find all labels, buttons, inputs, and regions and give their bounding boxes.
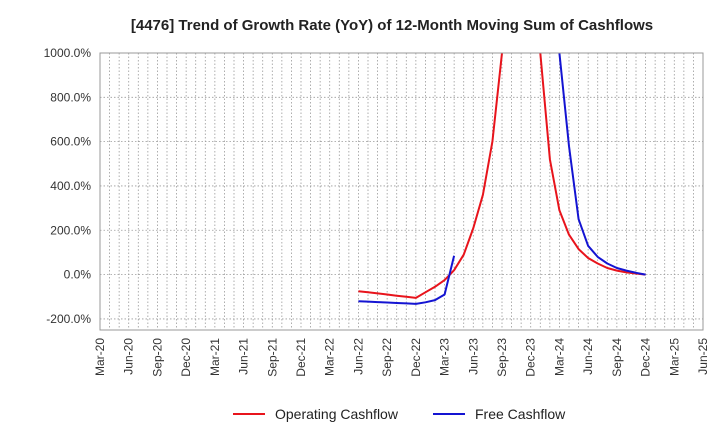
x-tick-label: Sep-20 — [150, 338, 164, 377]
series-lines — [358, 52, 646, 305]
x-tick-label: Dec-20 — [179, 338, 193, 377]
x-tick-label: Sep-22 — [380, 338, 394, 377]
y-tick-label: 400.0% — [50, 179, 91, 193]
x-tick-label: Sep-24 — [610, 338, 624, 377]
x-tick-label: Jun-23 — [466, 338, 480, 375]
plot-frame — [99, 52, 704, 331]
x-tick-label: Mar-24 — [552, 338, 566, 376]
chart-title: [4476] Trend of Growth Rate (YoY) of 12-… — [131, 17, 653, 34]
x-tick-label: Mar-21 — [208, 338, 222, 376]
y-axis-ticks: 1000.0% 800.0% 600.0% 400.0% 200.0% 0.0% -200.… — [44, 46, 92, 326]
x-tick-label: Mar-22 — [323, 338, 337, 376]
grid — [99, 52, 704, 330]
y-tick-label: 0.0% — [64, 268, 92, 282]
legend-label: Free Cashflow — [475, 406, 566, 422]
x-tick-label: Sep-23 — [495, 338, 509, 377]
y-tick-label: 600.0% — [50, 135, 91, 149]
series-line-operating-cashflow — [358, 52, 646, 299]
y-tick-label: -200.0% — [46, 312, 91, 326]
legend: Operating Cashflow Free Cashflow — [233, 406, 566, 422]
x-tick-label: Mar-23 — [438, 338, 452, 376]
x-tick-label: Dec-21 — [294, 338, 308, 377]
x-tick-label: Dec-22 — [409, 338, 423, 377]
x-tick-label: Jun-24 — [581, 338, 595, 375]
x-tick-label: Mar-25 — [667, 338, 681, 376]
y-tick-label: 1000.0% — [44, 46, 92, 60]
legend-label: Operating Cashflow — [275, 406, 399, 422]
series-line-free-cashflow — [358, 52, 646, 305]
x-tick-label: Dec-24 — [639, 338, 653, 377]
x-tick-label: Dec-23 — [524, 338, 538, 377]
y-tick-label: 200.0% — [50, 223, 91, 237]
x-axis-ticks: Mar-20 Jun-20 Sep-20 Dec-20 Mar-21 Jun-21 Sep-… — [93, 338, 710, 377]
x-tick-label: Jun-21 — [237, 338, 251, 375]
x-tick-label: Jun-22 — [351, 338, 365, 375]
y-tick-label: 800.0% — [50, 90, 91, 104]
x-tick-label: Jun-25 — [696, 338, 710, 375]
x-tick-label: Jun-20 — [122, 338, 136, 375]
x-tick-label: Sep-21 — [265, 338, 279, 377]
x-tick-label: Mar-20 — [93, 338, 107, 376]
